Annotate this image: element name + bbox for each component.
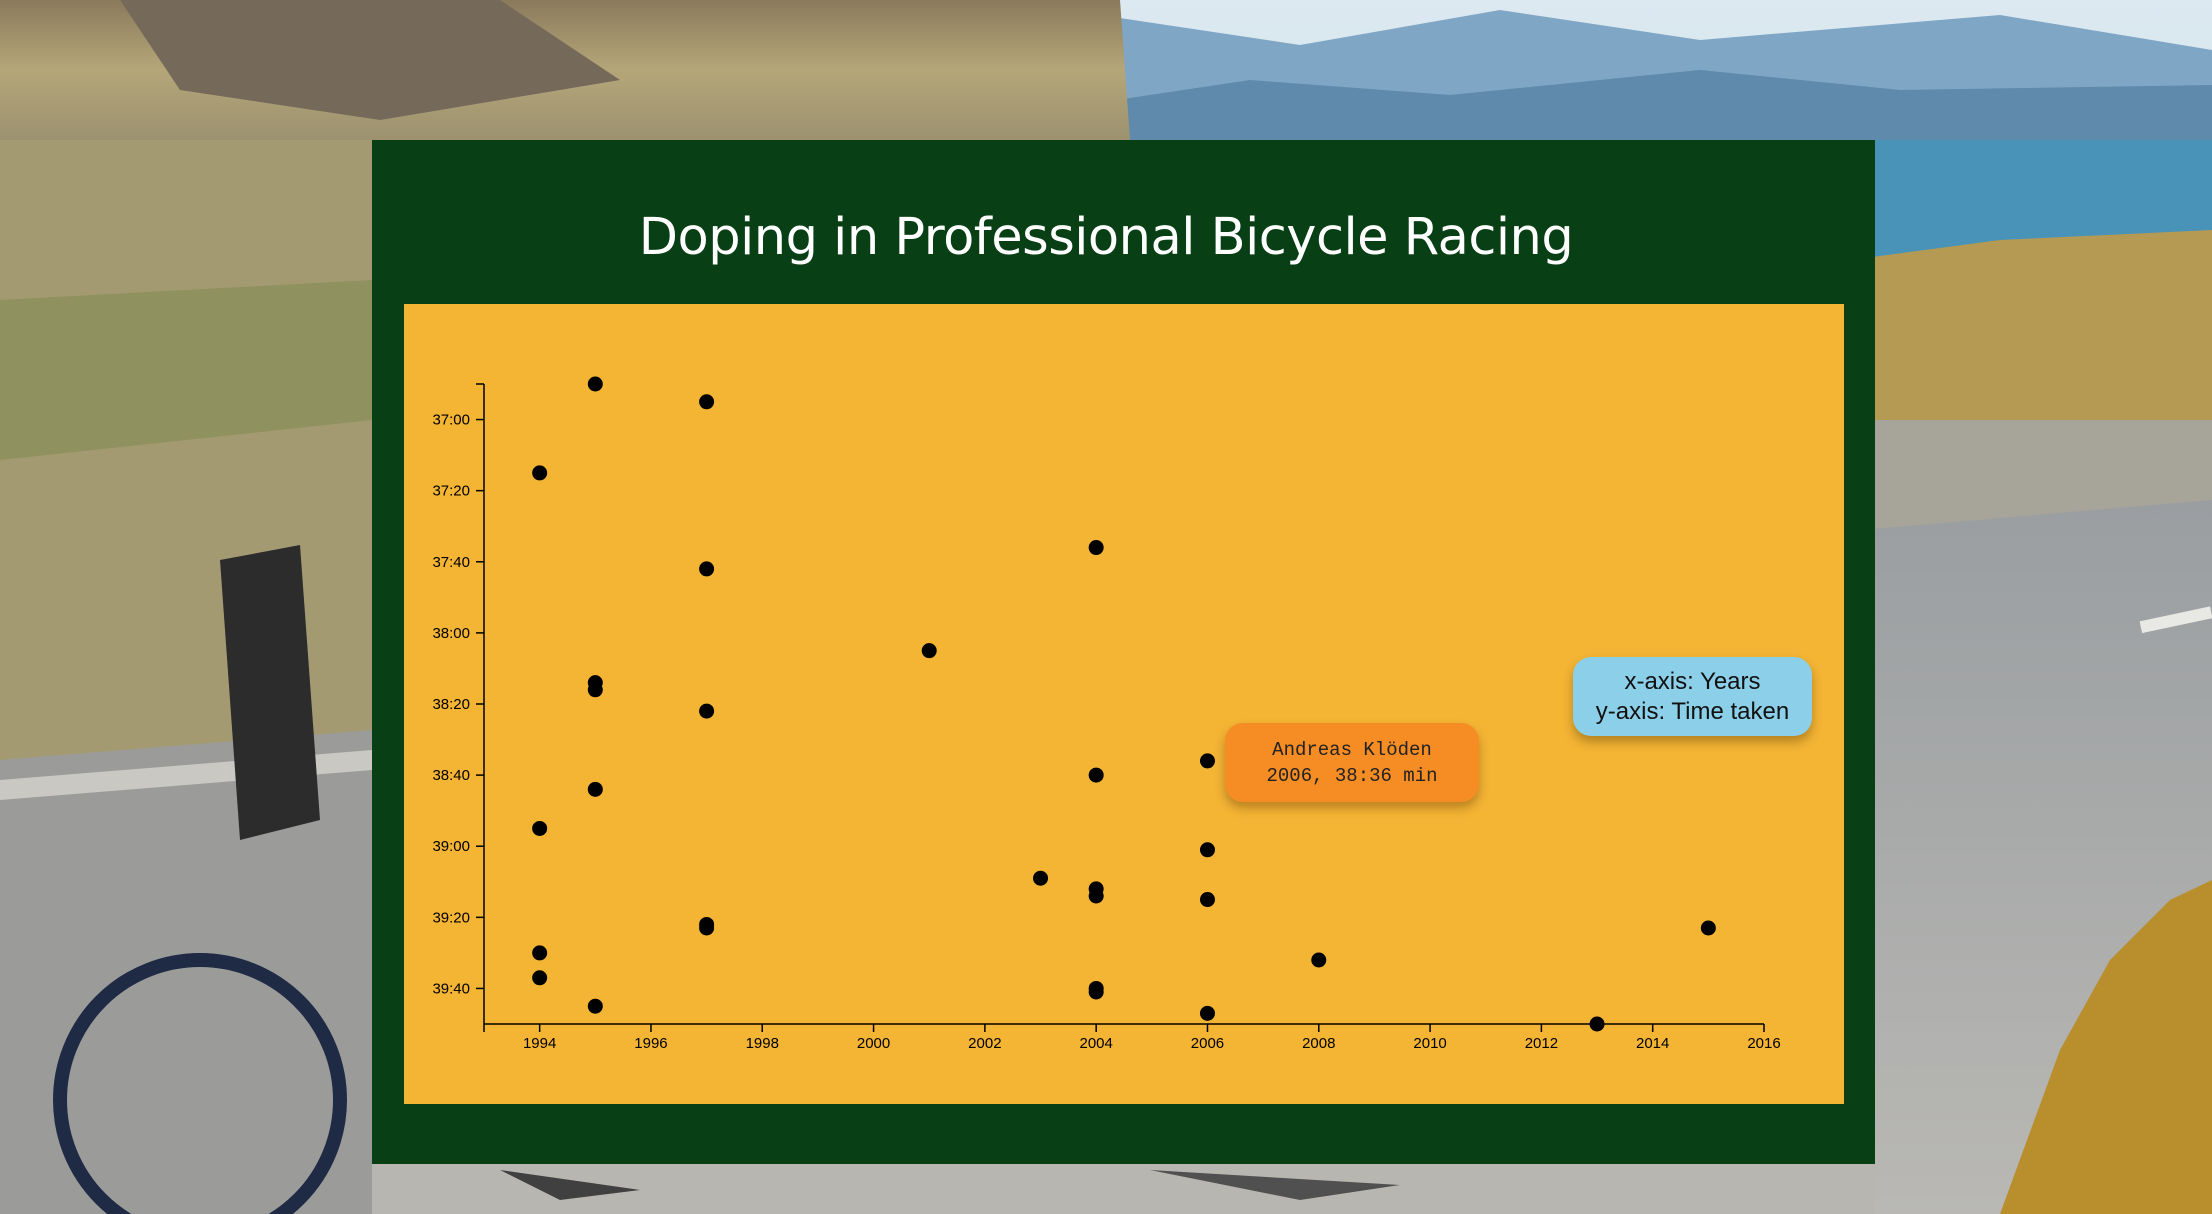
data-point	[587, 682, 603, 698]
y-tick-label: 38:40	[432, 767, 470, 784]
x-tick-label: 2010	[1413, 1035, 1446, 1052]
data-point	[1700, 920, 1716, 936]
x-tick-label: 2014	[1636, 1035, 1669, 1052]
data-point	[1088, 767, 1104, 783]
data-point	[532, 465, 548, 481]
data-point	[587, 781, 603, 797]
data-point	[1199, 753, 1215, 769]
x-tick-label: 2012	[1525, 1035, 1558, 1052]
data-point	[699, 394, 715, 410]
chart-title: Doping in Professional Bicycle Racing	[638, 208, 1574, 267]
x-tick-label: 1994	[523, 1035, 556, 1052]
scatter-plot: 1994 1996 1998 2000 2002 2004 2006 2008 2010 2012…	[432, 376, 1781, 1052]
tooltip-name: Andreas Klöden	[1272, 738, 1432, 761]
data-point	[1311, 952, 1327, 968]
data-point	[699, 703, 715, 719]
y-tick-label: 39:00	[432, 838, 470, 855]
data-point	[1199, 892, 1215, 908]
y-tick-label: 37:40	[432, 554, 470, 571]
data-point	[587, 376, 603, 392]
x-tick-label: 1998	[746, 1035, 779, 1052]
x-tick-label: 2006	[1191, 1035, 1224, 1052]
axis-legend: x-axis: Years y-axis: Time taken	[1573, 657, 1812, 736]
data-point	[1088, 540, 1104, 556]
y-tick-label: 39:40	[432, 980, 470, 997]
data-point	[1088, 888, 1104, 904]
data-point	[532, 970, 548, 986]
y-tick-label: 39:20	[432, 909, 470, 926]
data-point	[532, 945, 548, 961]
y-tick-label: 38:20	[432, 696, 470, 713]
y-tick-label: 38:00	[432, 625, 470, 642]
data-point	[587, 998, 603, 1014]
tooltip-detail: 2006, 38:36 min	[1266, 764, 1438, 787]
data-point	[1199, 842, 1215, 858]
x-tick-label: 2000	[857, 1035, 890, 1052]
data-point	[699, 920, 715, 936]
data-point	[532, 820, 548, 836]
data-point	[1033, 870, 1049, 886]
legend-x-axis: x-axis: Years	[1624, 667, 1761, 695]
x-tick-label: 2002	[968, 1035, 1001, 1052]
data-point-tooltip: Andreas Klöden 2006, 38:36 min	[1225, 723, 1479, 802]
legend-y-axis: y-axis: Time taken	[1595, 697, 1790, 725]
data-point	[1589, 1016, 1605, 1032]
data-point	[699, 561, 715, 577]
x-tick-label: 2016	[1747, 1035, 1780, 1052]
data-point	[1199, 1005, 1215, 1021]
y-tick-label: 37:20	[432, 483, 470, 500]
data-point	[1088, 984, 1104, 1000]
x-tick-label: 2008	[1302, 1035, 1335, 1052]
x-tick-label: 1996	[634, 1035, 667, 1052]
data-point	[921, 643, 937, 659]
y-tick-label: 37:00	[432, 412, 470, 429]
x-tick-label: 2004	[1079, 1035, 1112, 1052]
